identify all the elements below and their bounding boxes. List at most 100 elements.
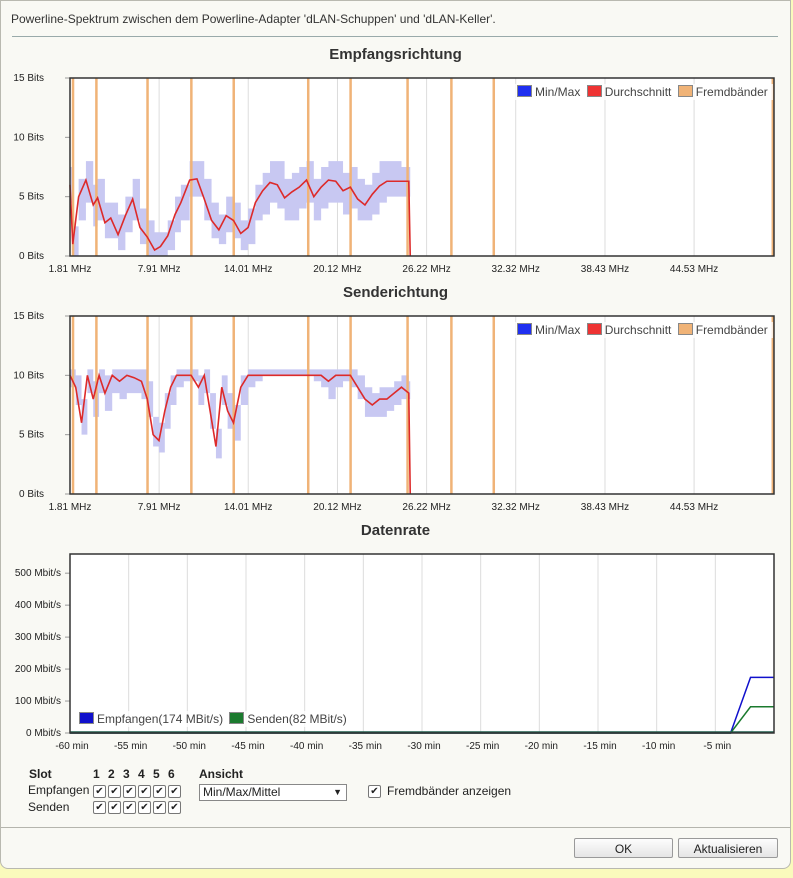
foreign-band [492, 316, 496, 494]
x-tick-label: 38.43 MHz [581, 502, 629, 513]
x-tick-label: -15 min [583, 741, 616, 752]
legend-receive-label: Empfangen(174 MBit/s) [97, 712, 224, 726]
receive-swatch-icon [79, 712, 94, 724]
x-tick-label: 20.12 MHz [313, 264, 361, 275]
receive-slot-3-checkbox[interactable]: ✔ [123, 785, 136, 798]
receive-slot-2-checkbox[interactable]: ✔ [108, 785, 121, 798]
slot-number: 5 [153, 767, 160, 781]
plot-area [70, 316, 774, 494]
y-tick-label: 15 Bits [13, 311, 44, 322]
chart-title-datarate: Datenrate [360, 522, 431, 539]
x-tick-label: -55 min [114, 741, 147, 752]
y-tick-label: 0 Bits [19, 251, 44, 262]
x-tick-label: 14.01 MHz [224, 264, 272, 275]
y-tick-label: 100 Mbit/s [15, 696, 61, 707]
plot-frame [69, 77, 775, 257]
x-tick-label: 32.32 MHz [492, 502, 540, 513]
foreign-band [71, 78, 75, 256]
legend-item-minmax: Min/Max [517, 323, 580, 337]
foreign-band [771, 316, 775, 494]
x-tick-label: 32.32 MHz [492, 264, 540, 275]
view-select[interactable]: Min/Max/Mittel ▼ [199, 784, 347, 801]
foreign-bands-label: Fremdbänder anzeigen [387, 784, 512, 798]
legend-item-send: Senden(82 MBit/s) [229, 712, 347, 726]
legend-average-label: Durchschnitt [604, 323, 672, 337]
receive-slot-4-checkbox[interactable]: ✔ [138, 785, 151, 798]
legend-send: Min/Max Durchschnitt Fremdbänder [515, 322, 773, 338]
foreign-band [146, 78, 149, 256]
header-divider [12, 36, 778, 37]
foreign-band [95, 316, 98, 494]
legend-item-foreign: Fremdbänder [677, 85, 768, 99]
x-tick-label: -45 min [231, 741, 264, 752]
legend-minmax-label: Min/Max [535, 323, 581, 337]
y-tick-label: 0 Bits [19, 489, 44, 500]
datarate-chart: 0 Mbit/s 100 Mbit/s 200 Mbit/s 300 Mbit/s 40… [15, 553, 775, 752]
x-tick-label: -5 min [703, 741, 731, 752]
y-tick-label: 0 Mbit/s [26, 728, 61, 739]
foreign-band [450, 316, 453, 494]
send-slot-2-checkbox[interactable]: ✔ [108, 801, 121, 814]
foreign-band [306, 316, 310, 494]
x-tick-label: 1.81 MHz [49, 264, 92, 275]
send-slot-5-checkbox[interactable]: ✔ [153, 801, 166, 814]
y-tick-label: 5 Bits [19, 192, 44, 203]
foreign-bands-checkbox[interactable]: ✔ [368, 785, 381, 798]
send-slot-1-checkbox[interactable]: ✔ [93, 801, 106, 814]
y-tick-label: 10 Bits [13, 370, 44, 381]
average-line [69, 372, 412, 495]
legend-item-minmax: Min/Max [517, 85, 580, 99]
x-tick-label: 38.43 MHz [581, 264, 629, 275]
average-line [69, 177, 412, 257]
receive-slot-5-checkbox[interactable]: ✔ [153, 785, 166, 798]
legend-foreign-label: Fremdbänder [695, 323, 768, 337]
y-tick-label: 400 Mbit/s [15, 600, 61, 611]
slot-number: 1 [93, 767, 100, 781]
send-slot-6-checkbox[interactable]: ✔ [168, 801, 181, 814]
receive-spectrum-chart: 0 Bits 5 Bits 10 Bits 15 Bits 1.81 MHz 7.91 M… [13, 73, 775, 275]
receive-slots-label: Empfangen [28, 783, 90, 797]
legend-item-average: Durchschnitt [586, 85, 671, 99]
legend-receive: Min/Max Durchschnitt Fremdbänder [515, 84, 773, 100]
foreign-band [771, 78, 775, 256]
legend-item-foreign: Fremdbänder [677, 323, 768, 337]
legend-minmax-label: Min/Max [535, 85, 581, 99]
receive-slot-1-checkbox[interactable]: ✔ [93, 785, 106, 798]
minmax-band [70, 369, 411, 494]
legend-item-average: Durchschnitt [586, 323, 672, 337]
x-tick-label: -20 min [525, 741, 558, 752]
x-tick-label: -25 min [466, 741, 499, 752]
legend-send-label: Senden(82 MBit/s) [247, 712, 347, 726]
footer-divider [1, 827, 790, 828]
x-tick-label: 1.81 MHz [49, 502, 92, 513]
send-slot-3-checkbox[interactable]: ✔ [123, 801, 136, 814]
foreign-band [406, 316, 409, 494]
ok-button[interactable]: OK [574, 838, 673, 858]
average-swatch-icon [586, 85, 602, 97]
plot-frame [69, 315, 775, 495]
view-select-value: Min/Max/Mittel [203, 785, 281, 799]
foreign-band [450, 78, 453, 256]
average-swatch-icon [586, 323, 602, 335]
send-slots-label: Senden [28, 800, 70, 814]
y-tick-label: 200 Mbit/s [15, 664, 61, 675]
receive-slot-6-checkbox[interactable]: ✔ [168, 785, 181, 798]
foreign-band [492, 78, 496, 256]
y-tick-label: 15 Bits [13, 73, 44, 84]
legend-item-receive: Empfangen(174 MBit/s) [79, 712, 223, 726]
slot-number: 6 [168, 767, 175, 781]
slot-number: 4 [138, 767, 145, 781]
minmax-swatch-icon [517, 85, 532, 97]
refresh-button[interactable]: Aktualisieren [678, 838, 778, 858]
x-tick-label: 26.22 MHz [402, 264, 450, 275]
foreign-band [71, 316, 75, 494]
x-tick-label: 7.91 MHz [138, 264, 181, 275]
foreign-swatch-icon [677, 85, 693, 97]
x-tick-label: 44.53 MHz [670, 502, 718, 513]
x-tick-label: 20.12 MHz [313, 502, 361, 513]
foreign-band [232, 316, 235, 494]
x-tick-label: 14.01 MHz [224, 502, 272, 513]
x-tick-label: -30 min [407, 741, 440, 752]
slot-number: 3 [123, 767, 130, 781]
send-slot-4-checkbox[interactable]: ✔ [138, 801, 151, 814]
